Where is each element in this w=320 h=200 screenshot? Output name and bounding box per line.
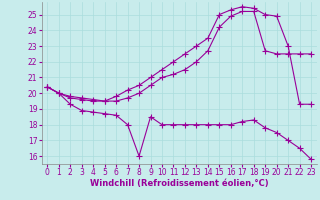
X-axis label: Windchill (Refroidissement éolien,°C): Windchill (Refroidissement éolien,°C) bbox=[90, 179, 268, 188]
